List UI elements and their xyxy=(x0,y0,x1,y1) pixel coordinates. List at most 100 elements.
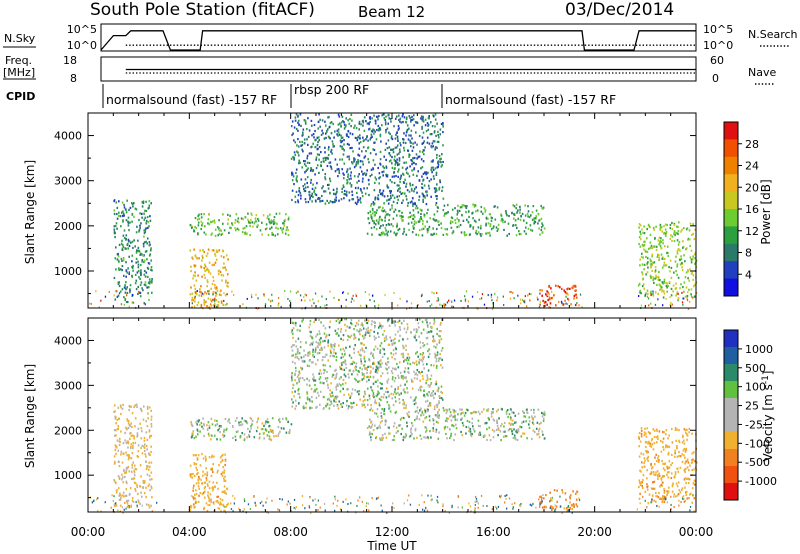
power-echo-cell xyxy=(383,117,386,120)
power-clutter-cell xyxy=(662,304,664,307)
power-echo-cell xyxy=(394,117,397,120)
velocity-echo-cell xyxy=(373,338,376,341)
velocity-echo-cell xyxy=(502,435,505,438)
velocity-echo-cell xyxy=(576,505,579,508)
velocity-echo-cell xyxy=(133,469,135,472)
power-echo-cell xyxy=(314,193,317,196)
velocity-echo-cell xyxy=(317,342,319,345)
power-echo-cell xyxy=(396,153,399,156)
velocity-echo-cell xyxy=(217,501,220,504)
velocity-echo-cell xyxy=(335,319,338,323)
velocity-echo-cell xyxy=(386,381,389,384)
power-echo-cell xyxy=(227,281,229,284)
power-echo-cell xyxy=(389,230,392,233)
velocity-echo-cell xyxy=(385,436,388,439)
power-echo-cell xyxy=(445,212,448,215)
power-echo-cell xyxy=(150,259,152,262)
power-echo-cell xyxy=(264,228,267,231)
power-echo-cell xyxy=(374,130,376,133)
velocity-echo-cell xyxy=(561,491,564,494)
power-echo-cell xyxy=(643,263,646,266)
power-echo-cell xyxy=(225,268,227,272)
velocity-echo-cell xyxy=(469,430,472,433)
power-echo-cell xyxy=(356,137,358,140)
power-echo-cell xyxy=(275,226,277,229)
power-echo-cell xyxy=(194,300,196,303)
velocity-echo-cell xyxy=(192,489,194,492)
velocity-echo-cell xyxy=(406,412,408,415)
velocity-echo-cell xyxy=(394,367,396,370)
power-echo-cell xyxy=(142,245,145,248)
velocity-echo-cell xyxy=(205,467,207,470)
velocity-echo-cell xyxy=(339,390,342,393)
power-echo-cell xyxy=(402,138,404,141)
velocity-echo-cell xyxy=(690,458,693,462)
velocity-echo-cell xyxy=(543,437,546,440)
power-echo-cell xyxy=(338,169,340,173)
power-clutter-cell xyxy=(289,290,292,293)
power-echo-cell xyxy=(434,189,437,192)
power-echo-cell xyxy=(347,175,349,178)
power-clutter-cell xyxy=(313,302,315,305)
velocity-echo-cell xyxy=(403,401,405,404)
velocity-echo-cell xyxy=(358,370,360,373)
velocity-echo-cell xyxy=(450,419,453,422)
velocity-echo-cell xyxy=(410,422,413,425)
velocity-echo-cell xyxy=(128,455,130,459)
power-echo-cell xyxy=(298,187,301,190)
power-echo-cell xyxy=(146,237,149,240)
velocity-echo-cell xyxy=(473,410,475,413)
power-echo-cell xyxy=(676,263,679,266)
power-echo-cell xyxy=(409,116,411,119)
power-echo-cell xyxy=(687,270,689,273)
velocity-echo-cell xyxy=(448,408,451,411)
power-echo-cell xyxy=(272,220,274,223)
velocity-echo-cell xyxy=(342,355,344,358)
velocity-echo-cell xyxy=(382,396,385,399)
power-echo-cell xyxy=(663,225,665,228)
velocity-echo-cell xyxy=(486,428,488,431)
velocity-echo-cell xyxy=(227,502,229,505)
power-echo-cell xyxy=(314,146,316,149)
velocity-echo-cell xyxy=(659,485,661,488)
power-clutter-cell xyxy=(646,295,649,298)
power-echo-cell xyxy=(313,190,315,194)
velocity-echo-cell xyxy=(202,427,205,430)
velocity-echo-cell xyxy=(418,326,420,329)
velocity-echo-cell xyxy=(115,491,118,494)
power-echo-cell xyxy=(116,206,119,209)
power-echo-cell xyxy=(409,165,411,168)
velocity-echo-cell xyxy=(435,382,438,386)
velocity-echo-cell xyxy=(428,404,430,407)
power-echo-cell xyxy=(688,229,691,232)
velocity-echo-cell xyxy=(147,417,149,420)
power-echo-cell xyxy=(214,283,216,286)
velocity-echo-cell xyxy=(211,454,213,457)
power-echo-cell xyxy=(284,218,287,221)
velocity-echo-cell xyxy=(358,330,361,333)
velocity-echo-cell xyxy=(485,422,487,425)
power-echo-cell xyxy=(320,151,322,154)
power-echo-cell xyxy=(197,224,200,227)
power-clutter-cell xyxy=(118,292,121,295)
velocity-echo-cell xyxy=(690,461,693,464)
velocity-echo-cell xyxy=(346,338,349,342)
power-echo-cell xyxy=(137,269,140,273)
velocity-echo-cell xyxy=(430,374,433,377)
power-echo-cell xyxy=(287,234,290,237)
power-echo-cell xyxy=(454,207,456,210)
velocity-echo-cell xyxy=(360,354,362,357)
velocity-echo-cell xyxy=(509,423,512,427)
velocity-echo-cell xyxy=(461,408,463,411)
power-echo-cell xyxy=(255,214,258,217)
power-echo-cell xyxy=(291,198,293,202)
velocity-echo-cell xyxy=(203,506,206,509)
power-echo-cell xyxy=(476,232,478,236)
velocity-echo-cell xyxy=(412,399,415,402)
power-echo-cell xyxy=(646,237,648,240)
power-echo-cell xyxy=(402,120,404,124)
power-echo-cell xyxy=(352,150,354,153)
power-echo-cell xyxy=(374,223,377,226)
power-echo-cell xyxy=(207,218,210,221)
